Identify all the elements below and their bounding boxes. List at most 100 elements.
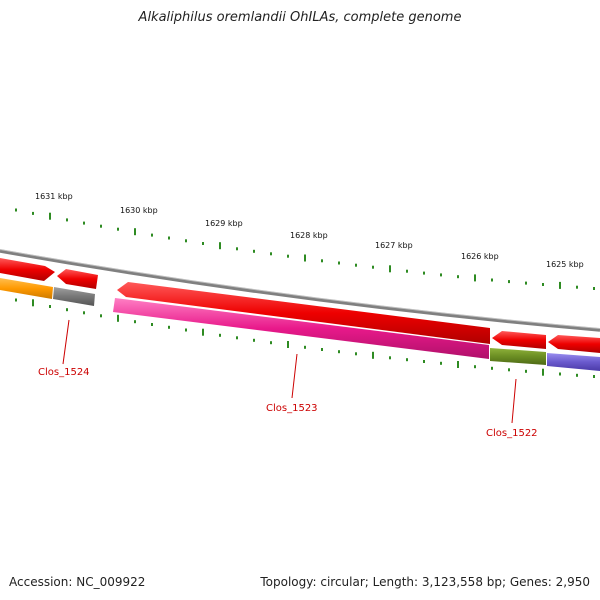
outer-tick-dots: [15, 208, 595, 290]
outer-tick-24: [423, 271, 425, 275]
tick-label-1631: 1631 kbp: [35, 192, 73, 201]
tick-label-1626: 1626 kbp: [461, 252, 499, 261]
tick-labels: 1631 kbp 1630 kbp 1629 kbp 1628 kbp 1627…: [35, 192, 584, 269]
outer-tick-15: [270, 252, 272, 256]
outer-tick-26: [457, 275, 459, 279]
tick-label-1625: 1625 kbp: [546, 260, 584, 269]
inner-tick-26: [457, 361, 459, 368]
outer-tick-28: [491, 278, 493, 282]
outer-tick-34: [593, 287, 595, 290]
inner-tick-24: [423, 360, 425, 363]
outer-tick-17: [304, 254, 306, 262]
outer-tick-10: [185, 239, 187, 243]
inner-tick-34: [593, 375, 595, 378]
inner-tick-dots: [15, 298, 595, 378]
gene-arrow-red-1: [0, 258, 55, 281]
outer-tick-25: [440, 273, 442, 277]
gene-clos-1524: [53, 287, 95, 306]
outer-tick-16: [287, 254, 289, 258]
gene-arrow-red-4: [492, 331, 546, 349]
leader-line-clos-1522: [511, 378, 517, 424]
backbone-track: [0, 249, 600, 332]
inner-tick-7: [134, 320, 136, 324]
outer-tick-19: [338, 261, 340, 265]
outer-tick-14: [253, 249, 255, 253]
inner-tick-9: [168, 325, 170, 329]
outer-tick-20: [355, 263, 357, 267]
gene-clos-1522: [490, 348, 546, 365]
gene-purple: [547, 353, 600, 371]
tick-label-1630: 1630 kbp: [120, 206, 158, 215]
inner-tick-27: [474, 365, 476, 369]
inner-tick-30: [525, 369, 527, 373]
inner-tick-8: [151, 323, 153, 326]
gene-arrow-red-5: [548, 335, 600, 353]
outer-tick-0: [15, 208, 17, 212]
inner-tick-3: [66, 308, 68, 312]
tick-label-1629: 1629 kbp: [205, 219, 243, 228]
outer-tick-12: [219, 242, 221, 250]
gene-label-clos-1523: Clos_1523: [266, 403, 318, 414]
outer-tick-32: [559, 281, 561, 289]
inner-tick-13: [236, 336, 238, 340]
map-title: Alkaliphilus oremlandii OhILAs, complete…: [138, 10, 462, 25]
outer-tick-3: [66, 218, 68, 222]
outer-tick-22: [389, 265, 391, 273]
inner-tick-6: [117, 314, 119, 322]
inner-tick-21: [372, 351, 374, 359]
inner-tick-25: [440, 361, 442, 365]
outer-tick-27: [474, 274, 476, 282]
inner-tick-32: [559, 372, 561, 376]
inner-tick-29: [508, 368, 510, 372]
inner-tick-2: [49, 305, 51, 308]
outer-tick-23: [406, 269, 408, 273]
inner-tick-23: [406, 358, 408, 362]
outer-tick-13: [236, 247, 238, 251]
inner-tick-22: [389, 356, 391, 360]
inner-tick-17: [304, 345, 306, 349]
outer-tick-6: [117, 227, 119, 231]
inner-tick-10: [185, 328, 187, 332]
inner-tick-4: [83, 311, 85, 315]
leader-line-clos-1523: [291, 353, 298, 399]
outer-tick-9: [168, 236, 170, 240]
genome-summary: Topology: circular; Length: 3,123,558 bp…: [260, 575, 590, 589]
inner-tick-0: [15, 298, 17, 302]
inner-tick-12: [219, 333, 221, 337]
inner-tick-20: [355, 352, 357, 356]
gene-label-clos-1522: Clos_1522: [486, 428, 538, 439]
inner-tick-5: [100, 314, 102, 318]
outer-tick-8: [151, 233, 153, 237]
inner-tick-31: [542, 368, 544, 376]
outer-tick-30: [525, 281, 527, 285]
inner-tick-18: [321, 348, 323, 351]
outer-tick-11: [202, 242, 204, 245]
inner-tick-11: [202, 328, 204, 336]
outer-tick-7: [134, 228, 136, 236]
outer-tick-21: [372, 265, 374, 269]
outer-tick-31: [542, 283, 544, 286]
tick-label-1628: 1628 kbp: [290, 231, 328, 240]
gene-arrow-red-2: [57, 269, 98, 289]
outer-tick-2: [49, 212, 51, 220]
outer-tick-4: [83, 221, 85, 225]
inner-tick-15: [270, 341, 272, 345]
gene-orange: [0, 278, 53, 299]
outer-tick-29: [508, 280, 510, 284]
inner-tick-16: [287, 341, 289, 348]
leader-line-clos-1524: [62, 319, 70, 365]
inner-tick-1: [32, 299, 34, 307]
gene-arrow-red-3: [117, 282, 490, 344]
outer-tick-18: [321, 259, 323, 263]
inner-tick-28: [491, 366, 493, 370]
inner-tick-33: [576, 373, 578, 377]
gene-clos-1523: [113, 298, 489, 359]
outer-tick-1: [32, 211, 34, 215]
inner-tick-14: [253, 338, 255, 342]
outer-tick-33: [576, 285, 578, 289]
backbone-highlight: [0, 249, 600, 329]
accession-text: Accession: NC_009922: [9, 575, 146, 589]
tick-label-1627: 1627 kbp: [375, 241, 413, 250]
inner-tick-19: [338, 350, 340, 354]
